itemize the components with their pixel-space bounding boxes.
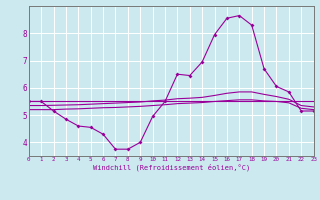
X-axis label: Windchill (Refroidissement éolien,°C): Windchill (Refroidissement éolien,°C) [92, 164, 250, 171]
